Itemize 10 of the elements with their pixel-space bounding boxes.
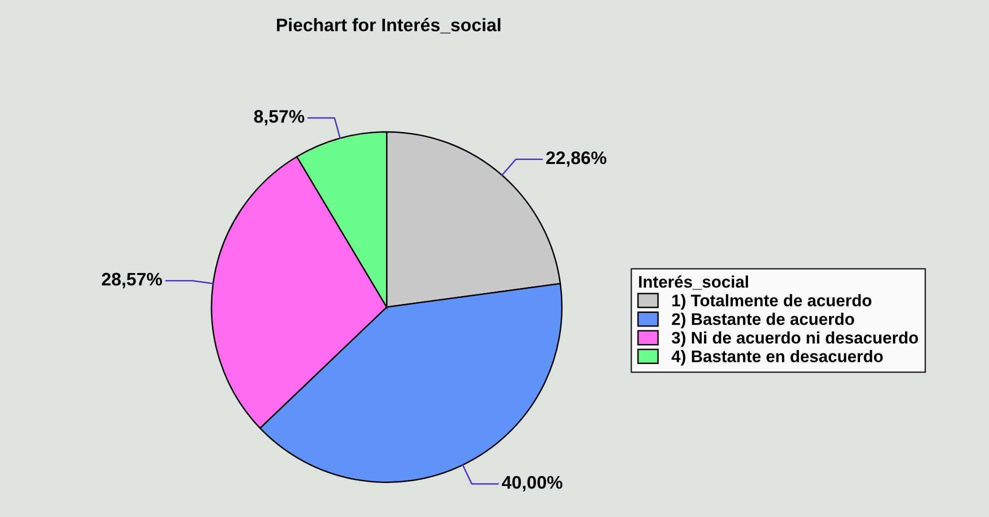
legend-label: 4) Bastante en desacuerdo (672, 350, 883, 366)
data-label: 40,00% (502, 476, 562, 492)
data-label: 28,57% (102, 272, 162, 288)
data-label: 22,86% (546, 151, 606, 167)
legend-label: 2) Bastante de acuerdo (672, 312, 854, 328)
legend-title: Interés_social (639, 275, 748, 290)
legend-label: 3) Ni de acuerdo ni desacuerdo (672, 331, 918, 347)
chart-title: Piechart for Interés_social (276, 18, 500, 34)
data-label: 8,57% (254, 110, 304, 126)
legend-label: 1) Totalmente de acuerdo (672, 294, 872, 310)
